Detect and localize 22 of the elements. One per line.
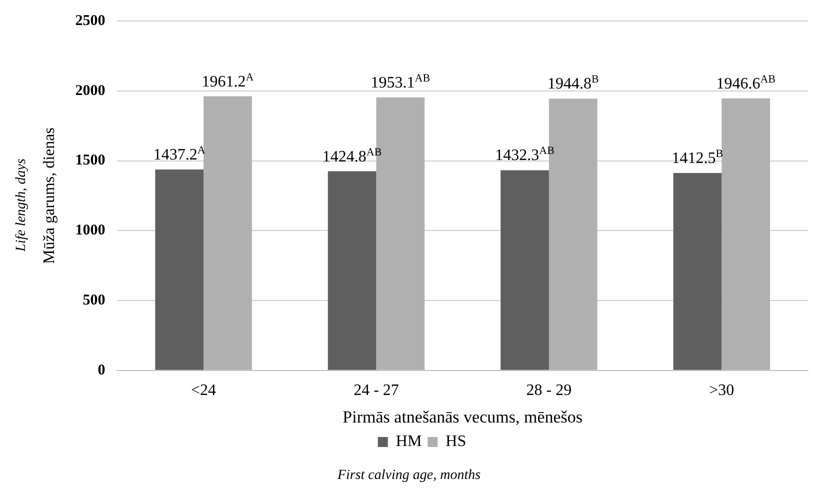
- x-tick-label: >30: [709, 382, 734, 400]
- bar: [673, 172, 722, 370]
- x-tick-label: <24: [191, 382, 216, 400]
- y-tick-label: 1500: [75, 152, 106, 169]
- bar: [204, 96, 252, 370]
- text: Life length, days: [14, 158, 30, 252]
- bar: [155, 170, 204, 370]
- bar: [722, 98, 770, 370]
- y-tick-label: 2500: [75, 12, 106, 29]
- bar: [328, 171, 376, 370]
- x-axis-title: Pirmās atnešanās vecums, mēnešos: [342, 407, 583, 426]
- y-tick-label: 0: [98, 362, 106, 378]
- x-tick-label: 28 - 29: [526, 382, 572, 400]
- y-tick-label: 2000: [75, 82, 106, 99]
- text: First calving age, months: [337, 468, 481, 484]
- y-tick-label: 1000: [75, 222, 106, 239]
- legend-label: HS: [446, 433, 466, 450]
- y-tick-label: 500: [82, 292, 106, 308]
- y-axis-title: Mūža garums, dienas: [40, 127, 58, 264]
- bar: [500, 170, 549, 370]
- legend-label: HM: [396, 433, 422, 450]
- x-tick-label: 24 - 27: [354, 382, 399, 400]
